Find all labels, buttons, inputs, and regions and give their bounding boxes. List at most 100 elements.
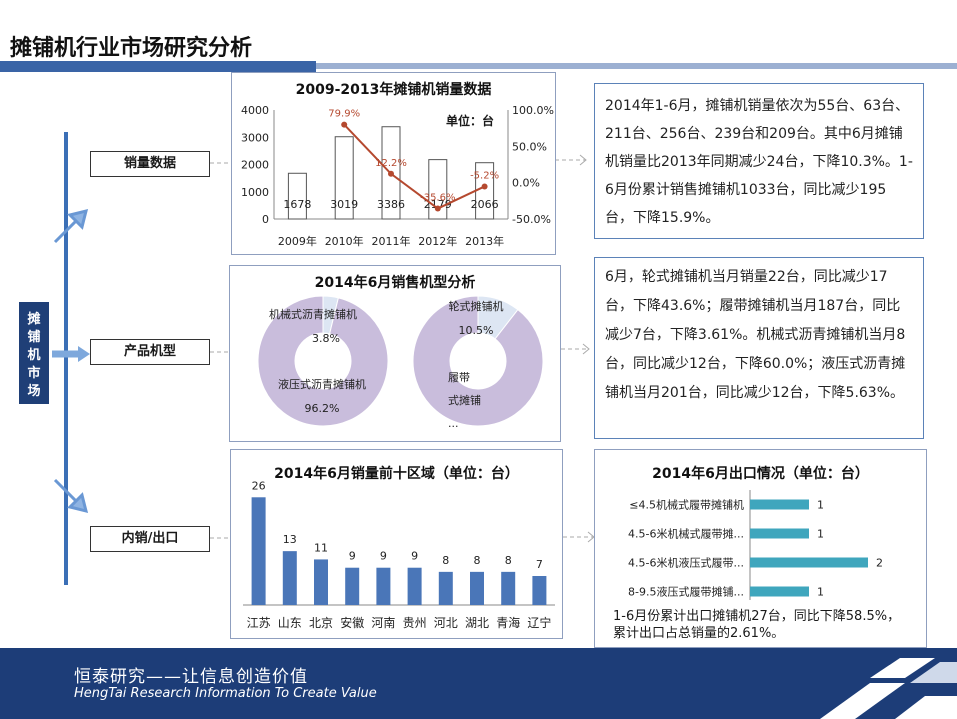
data-label: 8 — [505, 554, 512, 567]
footer — [0, 648, 957, 719]
data-label: 13 — [283, 533, 297, 546]
growth-label: -5.2% — [470, 170, 499, 181]
y-tick-label: 1000 — [241, 186, 269, 199]
bar — [750, 557, 868, 568]
y-tick-label: 3000 — [241, 131, 269, 144]
bar — [376, 567, 391, 605]
data-label: 11 — [314, 541, 328, 554]
growth-point — [388, 170, 394, 177]
x-tick-label: 青海 — [496, 615, 520, 630]
pie-value-label: 96.2% — [305, 402, 340, 415]
data-label: 3019 — [330, 198, 358, 211]
growth-label: 12.2% — [375, 158, 407, 169]
export-note: 1-6月份累计出口摊铺机27台，同比下降58.5%，累计出口占总销量的2.61%… — [613, 609, 901, 641]
label-domestic-export: 内销/出口 — [90, 526, 210, 552]
y2-tick-label: 0.0% — [512, 177, 540, 190]
data-label: 8 — [474, 554, 481, 567]
x-tick-label: 2013年 — [465, 234, 504, 248]
data-label: 7 — [536, 558, 543, 571]
sales-note: 2014年1-6月，摊铺机销量依次为55台、63台、211台、256台、239台… — [594, 83, 924, 239]
data-label: 26 — [252, 479, 266, 492]
pie-label: 履带 — [448, 371, 470, 384]
title-accent-bar — [0, 61, 316, 72]
pie-value-label: 3.8% — [312, 332, 340, 345]
bar — [407, 567, 422, 605]
region-chart-panel: 2014年6月销量前十区域（单位：台） 26 江苏 13 山东 11 北京 9 安徽 9 河南 9 贵… — [230, 449, 563, 639]
growth-label: -35.6% — [420, 193, 455, 204]
x-tick-label: 北京 — [309, 616, 333, 630]
label-product: 产品机型 — [90, 339, 210, 365]
model-pie-chart: 机械式沥青摊铺机 3.8% 液压式沥青摊铺机 96.2% 轮式摊铺机 10.5% 履带式摊铺… — [257, 295, 544, 430]
x-tick-label: 安徽 — [340, 615, 364, 630]
data-label: 8 — [442, 554, 449, 567]
chart-title: 2014年6月销售机型分析 — [314, 275, 476, 291]
bar — [470, 571, 484, 605]
y-tick-label: 0 — [262, 213, 269, 226]
bar — [438, 571, 453, 605]
y2-tick-label: 50.0% — [512, 140, 547, 153]
chart-title: 2014年6月销量前十区域（单位：台） — [274, 466, 519, 482]
sales-chart-panel: 2009-2013年摊铺机销量数据 单位：台 0 1000 2000 3000 4000… — [231, 72, 556, 255]
data-label: 1678 — [283, 198, 311, 211]
growth-point — [481, 183, 488, 190]
bar — [287, 172, 307, 220]
market-label: 摊 铺 机 市 场 — [19, 302, 49, 404]
export-chart-panel: 2014年6月出口情况（单位：台） ≤4.5机械式履带摊铺机 1 4.5-6米机械式… — [594, 449, 927, 648]
y-tick-label: 4.5-6米机液压式履带... — [628, 556, 744, 570]
y-tick-label: 4.5-6米机械式履带摊... — [628, 527, 744, 541]
data-label: 1 — [817, 586, 824, 599]
data-label: 9 — [380, 550, 387, 563]
bar — [282, 551, 297, 605]
x-tick-label: 河南 — [371, 615, 395, 630]
data-label: 1 — [817, 499, 824, 512]
bar — [750, 499, 809, 510]
x-tick-label: 江苏 — [247, 616, 271, 630]
page-title: 摊铺机行业市场研究分析 — [10, 36, 253, 61]
pie-slice — [412, 295, 544, 427]
footer-logo — [820, 658, 957, 719]
label-sales: 销量数据 — [90, 151, 210, 177]
bar — [251, 497, 266, 605]
y-tick-label: 8-9.5液压式履带摊铺... — [628, 585, 744, 599]
growth-point — [434, 205, 441, 212]
chart-title: 2014年6月出口情况（单位：台） — [652, 466, 869, 482]
product-note: 6月，轮式摊铺机当月销量22台，同比减少17台，下降43.6%；履带摊铺机当月1… — [594, 257, 924, 439]
pie-value-label: 10.5% — [459, 324, 494, 337]
pie-slice — [257, 295, 389, 427]
growth-label: 79.9% — [328, 109, 360, 120]
model-chart-panel: 2014年6月销售机型分析 机械式沥青摊铺机 3.8% 液压式沥青摊铺机 96.2% 轮… — [229, 265, 561, 442]
data-label: 2179 — [424, 198, 452, 211]
x-tick-label: 辽宁 — [527, 615, 551, 630]
unit-label: 单位：台 — [446, 114, 495, 128]
title-underline — [316, 63, 957, 69]
x-tick-label: 2009年 — [278, 234, 317, 248]
x-tick-label: 贵州 — [403, 616, 427, 630]
pie-label: 机械式沥青摊铺机 — [269, 307, 357, 321]
y-tick-label: 4000 — [241, 104, 269, 117]
export-bar-chart: ≤4.5机械式履带摊铺机 1 4.5-6米机械式履带摊... 1 4.5-6米机液压式履… — [628, 490, 883, 600]
y-tick-label: ≤4.5机械式履带摊铺机 — [629, 498, 744, 512]
x-tick-label: 2011年 — [372, 234, 411, 248]
sales-chart: 0 1000 2000 3000 4000 -50.0% 0.0% 50.0% 100.0% 16… — [241, 104, 554, 248]
x-tick-label: 湖北 — [465, 615, 489, 630]
footer-english: HengTai Research Information To Create V… — [74, 686, 377, 701]
data-label: 9 — [349, 550, 356, 563]
y2-tick-label: 100.0% — [512, 104, 554, 117]
bar — [532, 576, 547, 605]
bar — [334, 136, 354, 220]
bar — [314, 559, 328, 605]
growth-point — [341, 121, 348, 128]
x-tick-label: 2010年 — [325, 234, 364, 248]
x-tick-label: 2012年 — [418, 234, 457, 248]
data-label: 2 — [876, 557, 883, 570]
y2-tick-label: -50.0% — [512, 213, 551, 226]
y-tick-label: 2000 — [241, 159, 269, 172]
data-label: 9 — [411, 550, 418, 563]
pie-label: 式摊铺 — [448, 393, 481, 407]
x-tick-label: 河北 — [434, 616, 458, 630]
bar — [345, 567, 360, 605]
data-label: 2066 — [471, 198, 499, 211]
footer-slogan: 恒泰研究——让信息创造价值 — [74, 667, 308, 687]
pie-label: ... — [448, 417, 459, 430]
